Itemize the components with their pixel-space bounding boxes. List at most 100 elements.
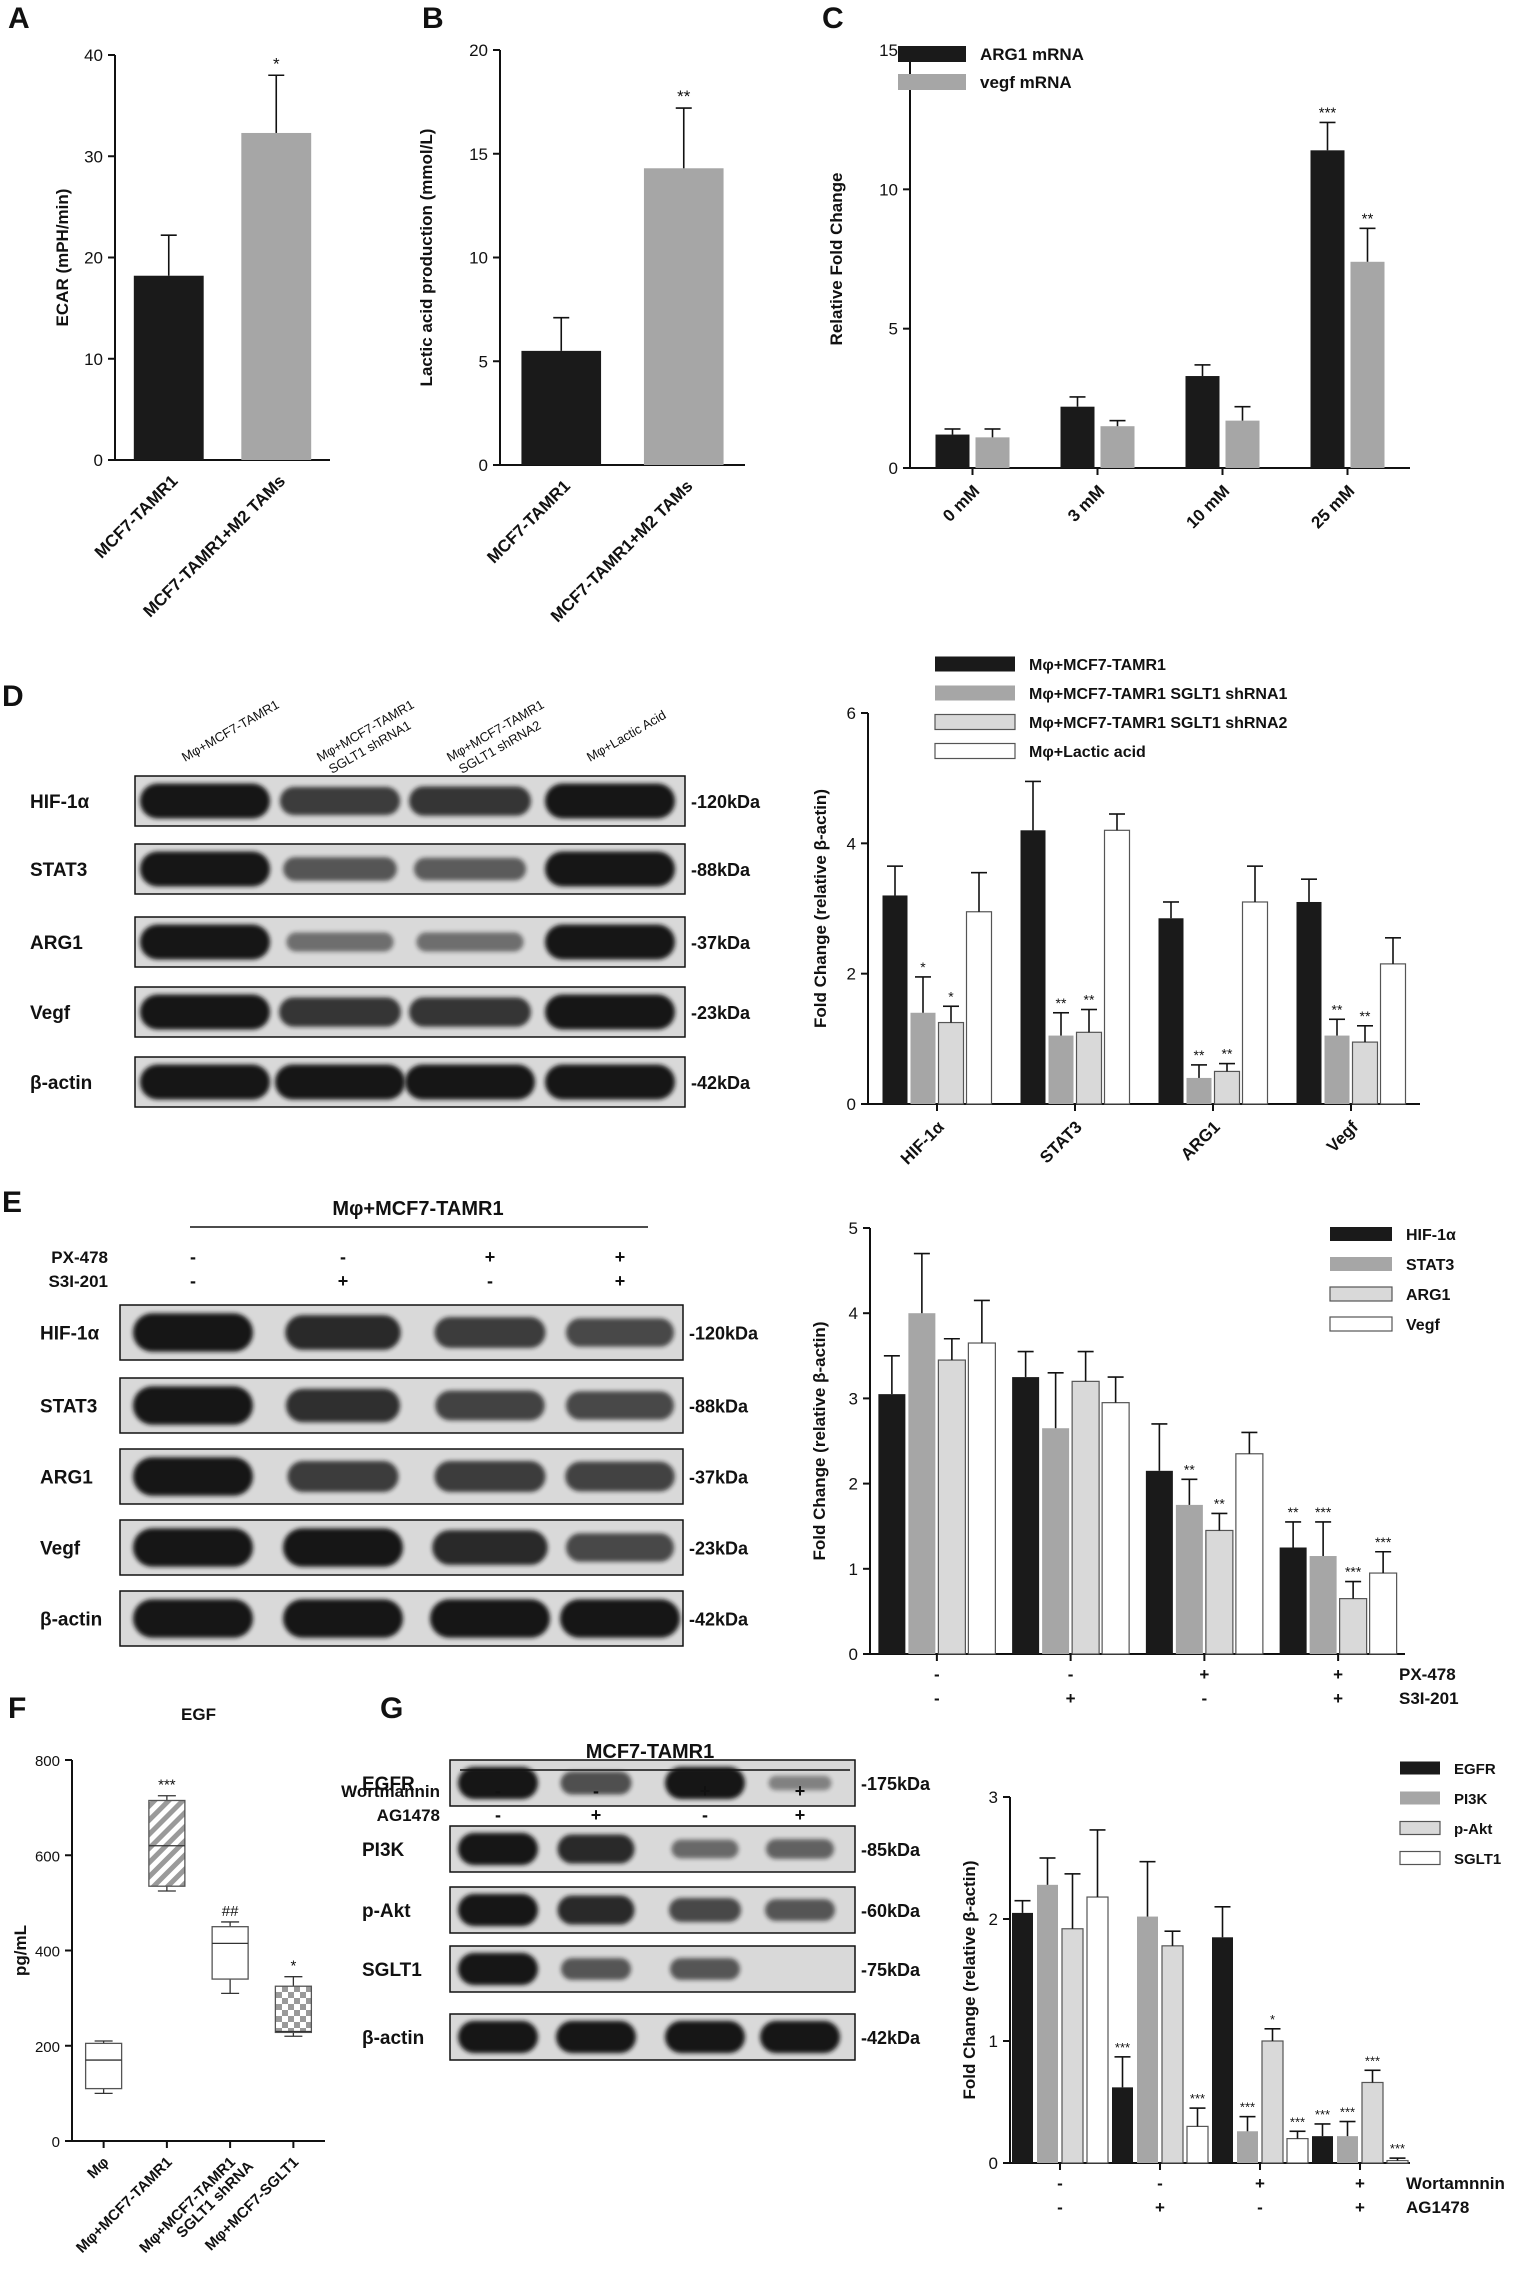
condition-label: PX-478 xyxy=(1399,1665,1456,1684)
condition-label: Wortamnnin xyxy=(1406,2174,1505,2193)
condition-value: - xyxy=(934,1665,940,1684)
panel-label-c: C xyxy=(822,2,844,35)
significance-label: ** xyxy=(1084,992,1095,1008)
y-tick-label: 600 xyxy=(35,1848,60,1865)
protein-band xyxy=(561,1958,631,1980)
condition-value: - xyxy=(1068,1665,1074,1684)
blot-header: MCF7-TAMR1 xyxy=(586,1741,715,1763)
protein-band xyxy=(768,1775,832,1791)
legend-swatch xyxy=(1399,1850,1441,1866)
legend-swatch xyxy=(1330,1257,1392,1271)
bar xyxy=(241,132,312,460)
y-tick-label: 5 xyxy=(889,320,898,339)
bar xyxy=(1286,2138,1309,2164)
bar xyxy=(1386,2159,1409,2164)
legend-label: p-Akt xyxy=(1454,1821,1492,1838)
blot-size-label: -175kDa xyxy=(861,1774,931,1794)
protein-band xyxy=(279,997,401,1027)
y-tick-label: 15 xyxy=(879,41,898,60)
condition-label: S3I-201 xyxy=(1399,1689,1459,1708)
significance-label: ** xyxy=(1362,210,1374,227)
bar xyxy=(1309,1556,1337,1654)
protein-band xyxy=(560,1599,680,1638)
protein-band xyxy=(286,1388,400,1423)
significance-label: ** xyxy=(1214,1495,1225,1511)
significance-label: *** xyxy=(1319,104,1337,121)
blot-size-label: -42kDa xyxy=(861,2028,921,2048)
bar xyxy=(1324,1035,1350,1104)
condition-value: - xyxy=(1157,2174,1163,2193)
bar xyxy=(910,1012,936,1104)
bar xyxy=(1310,150,1345,468)
condition-value: + xyxy=(1066,1689,1076,1708)
bar xyxy=(1185,376,1220,468)
y-tick-label: 0 xyxy=(52,2134,60,2151)
condition-value: + xyxy=(1355,2198,1365,2217)
condition-value: - xyxy=(1202,1689,1208,1708)
bar xyxy=(937,1359,966,1655)
legend-swatch xyxy=(1329,1316,1393,1332)
bar xyxy=(1237,2131,1258,2163)
protein-band xyxy=(766,1839,834,1859)
significance-label: *** xyxy=(1340,2105,1355,2120)
legend-label: Vegf xyxy=(1406,1317,1440,1334)
panel-label-f: F xyxy=(8,1692,26,1725)
chart-c-relative-fold-change: 0 5 10 15 Relative Fold Change 0 mM 3 mM 10 mM *… xyxy=(827,41,1410,532)
significance-label: *** xyxy=(1315,2107,1330,2122)
significance-label: ** xyxy=(1332,1001,1343,1017)
legend-label: STAT3 xyxy=(1406,1257,1454,1274)
x-tick-label: 25 mM xyxy=(1307,481,1358,532)
protein-band xyxy=(458,1893,538,1927)
bar xyxy=(1158,918,1184,1104)
bar xyxy=(643,168,724,465)
x-tick-label: STAT3 xyxy=(1036,1117,1086,1167)
legend-label: HIF-1α xyxy=(1406,1227,1456,1244)
y-tick-label: 5 xyxy=(849,1219,858,1238)
y-tick-label: 4 xyxy=(847,834,856,853)
panel-label-a: A xyxy=(8,2,30,35)
bar xyxy=(1351,1041,1379,1105)
protein-band xyxy=(765,1899,835,1921)
bar xyxy=(967,1342,996,1655)
condition-value: - xyxy=(495,1781,501,1801)
blot-row-label: β-actin xyxy=(30,1073,92,1094)
bar xyxy=(1225,420,1260,468)
y-tick-label: 0 xyxy=(989,2154,998,2173)
blot-size-label: -23kDa xyxy=(689,1539,749,1559)
bar xyxy=(1186,2125,1209,2164)
bar xyxy=(1061,1928,1084,2164)
condition-label: AG1478 xyxy=(1406,2198,1469,2217)
condition-value: - xyxy=(1057,2198,1063,2217)
bar xyxy=(1261,2040,1284,2164)
blot-size-label: -120kDa xyxy=(691,792,761,812)
protein-band xyxy=(275,1064,405,1100)
blot-row-label: ARG1 xyxy=(30,933,83,954)
bar xyxy=(882,895,908,1104)
x-tick-label: Vegf xyxy=(1323,1117,1362,1156)
blot-size-label: -42kDa xyxy=(691,1073,751,1093)
significance-label: * xyxy=(273,54,280,73)
bar xyxy=(133,275,204,460)
legend-label: Mφ+MCF7-TAMR1 xyxy=(1029,657,1166,674)
blot-lane-label: Mφ+Lactic Acid xyxy=(584,707,669,764)
significance-label: ** xyxy=(1222,1046,1233,1062)
x-tick-label: MCF7-TAMR1 xyxy=(91,471,182,562)
significance-label: *** xyxy=(1240,2100,1255,2115)
legend-label: PI3K xyxy=(1454,1791,1488,1808)
bar xyxy=(1337,2136,1358,2163)
protein-band xyxy=(140,783,270,819)
condition-value: - xyxy=(1257,2198,1263,2217)
y-tick-label: 40 xyxy=(84,46,103,65)
bar xyxy=(1350,261,1385,468)
y-axis-label: ECAR (mPH/min) xyxy=(53,189,72,327)
legend-swatch xyxy=(1400,1791,1440,1805)
significance-label: *** xyxy=(1290,2114,1305,2129)
condition-value: - xyxy=(702,1805,708,1825)
y-tick-label: 20 xyxy=(84,249,103,268)
bar xyxy=(935,434,970,468)
blot-row-label: SGLT1 xyxy=(362,1960,422,1981)
protein-band xyxy=(140,994,270,1030)
